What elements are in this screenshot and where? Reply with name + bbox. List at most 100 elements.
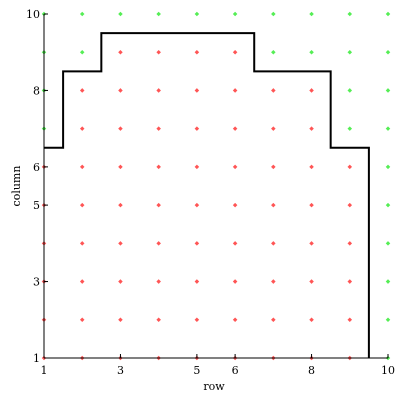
inside-point — [232, 241, 238, 246]
outside-point — [385, 11, 391, 17]
outside-point — [347, 49, 353, 55]
inside-point — [232, 202, 238, 208]
outside-point — [385, 164, 391, 170]
inside-point — [271, 88, 276, 93]
inside-point — [271, 317, 276, 323]
inside-point — [156, 317, 161, 323]
inside-point — [79, 126, 85, 131]
outside-point — [385, 241, 391, 246]
inside-point — [232, 49, 238, 55]
inside-point — [232, 88, 238, 93]
outside-point — [385, 317, 391, 323]
inside-point — [194, 164, 200, 170]
outside-point — [156, 11, 161, 17]
x-tick-label: 3 — [117, 364, 124, 377]
outside-point — [309, 49, 314, 55]
inside-point — [79, 317, 85, 323]
inside-point — [347, 202, 353, 208]
inside-point — [79, 241, 85, 246]
y-tick-label: 3 — [33, 276, 40, 289]
inside-point — [309, 88, 314, 93]
inside-point — [194, 279, 200, 284]
inside-point — [156, 241, 161, 246]
inside-point — [156, 202, 161, 208]
outside-point — [347, 126, 353, 131]
boundary-line — [44, 32, 370, 358]
inside-point — [232, 126, 238, 131]
outside-point — [271, 49, 276, 55]
outside-point — [385, 279, 391, 284]
inside-point — [309, 202, 314, 208]
inside-point — [232, 317, 238, 323]
inside-point — [118, 164, 123, 170]
outside-point — [271, 11, 276, 17]
x-tick-label: 10 — [381, 364, 395, 377]
inside-point — [194, 88, 200, 93]
inside-point — [271, 164, 276, 170]
inside-point — [79, 279, 85, 284]
inside-point — [194, 202, 200, 208]
ticks-layer: 1 3 5 6 8 10 1 3 5 6 8 10 — [26, 8, 395, 377]
inside-point — [156, 126, 161, 131]
outside-point — [79, 49, 85, 55]
inside-point — [118, 241, 123, 246]
inside-point — [271, 279, 276, 284]
outside-point — [79, 11, 85, 17]
outside-point — [309, 11, 314, 17]
outside-point — [385, 126, 391, 131]
inside-point — [79, 164, 85, 170]
inside-point — [309, 241, 314, 246]
outside-point — [347, 11, 353, 17]
inside-point — [232, 279, 238, 284]
inside-point — [271, 241, 276, 246]
inside-point — [156, 88, 161, 93]
x-tick-label: 5 — [193, 364, 200, 377]
outside-point — [385, 49, 391, 55]
inside-point — [232, 164, 238, 170]
inside-point — [118, 317, 123, 323]
y-tick-label: 6 — [33, 161, 40, 174]
inside-point — [309, 317, 314, 323]
axes-layer — [43, 14, 388, 359]
inside-point — [271, 202, 276, 208]
inside-point — [79, 202, 85, 208]
y-tick-label: 8 — [33, 84, 40, 97]
inside-point — [347, 164, 353, 170]
inside-point — [156, 49, 161, 55]
y-tick-label: 5 — [33, 199, 40, 212]
outside-point — [385, 202, 391, 208]
inside-point — [156, 279, 161, 284]
inside-point — [271, 126, 276, 131]
inside-point — [194, 317, 200, 323]
inside-point — [118, 279, 123, 284]
inside-point — [347, 279, 353, 284]
x-tick-label: 6 — [232, 364, 239, 377]
outside-point — [385, 88, 391, 93]
inside-point — [156, 164, 161, 170]
y-tick-label: 1 — [33, 352, 40, 365]
inside-point — [79, 88, 85, 93]
outside-point — [347, 88, 353, 93]
inside-point — [118, 49, 123, 55]
outside-point — [194, 11, 200, 17]
points-layer — [41, 11, 391, 361]
outside-point — [118, 11, 123, 17]
inside-point — [194, 241, 200, 246]
boundary-layer — [44, 32, 370, 358]
inside-point — [194, 49, 200, 55]
inside-point — [194, 126, 200, 131]
y-tick-label: 10 — [26, 8, 40, 21]
x-axis-label: row — [203, 380, 225, 393]
inside-point — [309, 164, 314, 170]
inside-point — [118, 88, 123, 93]
x-tick-label: 1 — [41, 364, 48, 377]
outside-point — [232, 11, 238, 17]
inside-point — [118, 202, 123, 208]
inside-point — [309, 126, 314, 131]
x-tick-label: 8 — [308, 364, 315, 377]
inside-point — [118, 126, 123, 131]
y-axis-label: column — [10, 166, 23, 207]
inside-point — [347, 317, 353, 323]
inside-point — [309, 279, 314, 284]
